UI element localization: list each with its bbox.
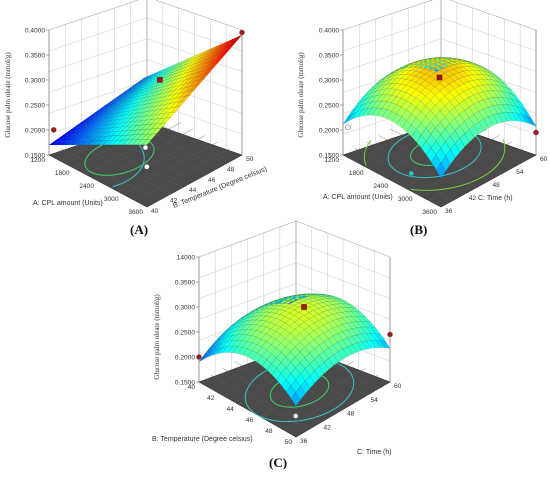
- x-axis-label-b: A: CPL amount (Units): [323, 194, 393, 201]
- z-tick-label: 0.4000: [319, 27, 340, 34]
- y-tick-label: 54: [516, 169, 524, 176]
- x-tick-label: 2400: [79, 183, 94, 190]
- grid-line: [199, 263, 390, 299]
- grid-line: [49, 18, 242, 51]
- panel-label-a: (A): [130, 222, 148, 237]
- x-tick-label: 1800: [55, 170, 70, 177]
- z-tick-label: 0.3500: [319, 52, 340, 59]
- z-tick-label: 0.3500: [25, 52, 46, 59]
- y-tick-label: 50: [246, 156, 254, 163]
- x-tick-label: 1800: [349, 170, 364, 177]
- z-tick-label: 14000: [177, 254, 196, 261]
- y-tick-label: 60: [394, 383, 402, 390]
- z-tick-label: 0.2500: [319, 102, 340, 109]
- x-tick-label: 48: [265, 428, 273, 435]
- design-point-marker: [409, 171, 414, 176]
- design-point-marker: [144, 164, 149, 169]
- surface-plot-a: (A) 0.40000.35000.30000.25000.20000.1500…: [4, 0, 268, 237]
- x-axis-label-c: B: Temperature (Degree celsius): [152, 436, 253, 443]
- y-axis-label-c: C: Time (h): [357, 449, 392, 456]
- x-tick-label: 44: [226, 406, 234, 413]
- y-tick-label: 42: [324, 424, 332, 431]
- z-tick-label: 0.3500: [175, 279, 196, 286]
- design-point-marker: [143, 145, 148, 150]
- design-point-marker: [345, 125, 350, 130]
- x-tick-label: 50: [285, 439, 293, 446]
- design-point-marker: [388, 332, 393, 337]
- y-tick-label: 36: [300, 438, 308, 445]
- x-tick-label: 42: [207, 395, 215, 402]
- y-tick-label: 42: [469, 195, 477, 202]
- panel-label-c: (C): [269, 455, 287, 470]
- y-tick-label: 48: [493, 182, 501, 189]
- design-point-marker: [157, 77, 162, 82]
- z-tick-label: 0.4000: [25, 27, 46, 34]
- x-axis-label-a: A: CPL amount (Units): [33, 200, 103, 207]
- x-tick-label: 3000: [104, 196, 119, 203]
- surface-plot-b: (B) 0.40000.35000.30000.25000.20000.1500…: [297, 0, 548, 237]
- z-tick-label: 0.2500: [25, 102, 46, 109]
- z-tick-label: 0.3000: [319, 77, 340, 84]
- x-tick-label: 2400: [373, 183, 388, 190]
- x-tick-label: 3600: [422, 209, 437, 216]
- z-tick-label: 0.2500: [175, 329, 196, 336]
- z-tick-label: 0.2000: [319, 127, 340, 134]
- grid-line: [199, 242, 390, 278]
- x-tick-label: 3000: [398, 196, 413, 203]
- z-tick-label: 0.2000: [25, 127, 46, 134]
- y-tick-label: 40: [151, 208, 159, 215]
- panel-label-b: (B): [410, 222, 427, 237]
- z-axis-label-b: Glucose palm oleate (mmol/g): [297, 52, 305, 138]
- x-tick-label: 1200: [30, 157, 45, 164]
- z-tick-label: 0.3000: [175, 304, 196, 311]
- design-point-marker: [293, 414, 298, 419]
- surface-plot-c: (C) 140000.35000.30000.25000.20000.15004…: [152, 221, 402, 470]
- design-point-marker: [302, 305, 307, 310]
- y-tick-label: 48: [227, 166, 235, 173]
- y-tick-label: 48: [347, 411, 355, 418]
- x-tick-label: 1200: [324, 157, 339, 164]
- x-tick-label: 3600: [128, 209, 143, 216]
- y-tick-label: 36: [445, 208, 453, 215]
- z-tick-label: 0.2000: [175, 354, 196, 361]
- x-tick-label: 46: [246, 417, 254, 424]
- design-point-marker: [240, 30, 245, 35]
- z-axis-label-a: Glucose palm oleate (mmol/g): [4, 52, 12, 138]
- y-tick-label: 46: [208, 177, 216, 184]
- design-point-marker: [437, 75, 442, 80]
- z-axis-label-c: Glucose palm oleate (mmol/g): [153, 294, 161, 380]
- y-axis-label-b: C: Time (h): [478, 195, 513, 202]
- y-tick-label: 54: [371, 397, 379, 404]
- grid-line: [343, 18, 536, 51]
- z-tick-label: 0.3000: [25, 77, 46, 84]
- x-tick-label: 40: [188, 384, 196, 391]
- design-point-marker: [51, 127, 56, 132]
- design-point-marker: [534, 130, 539, 135]
- y-tick-label: 60: [540, 156, 548, 163]
